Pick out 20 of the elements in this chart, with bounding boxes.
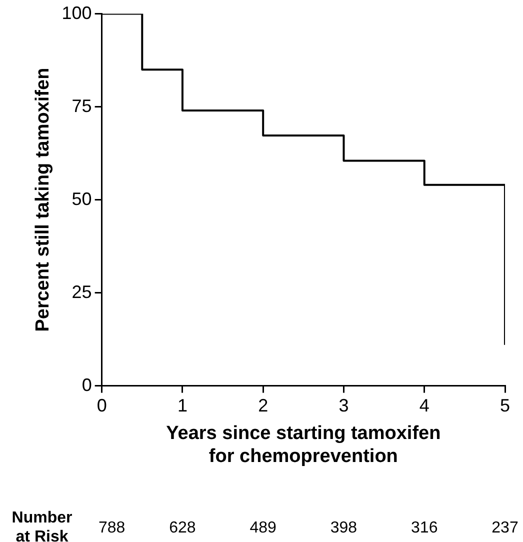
text: 489 bbox=[250, 519, 277, 536]
x-tick-label: 5 bbox=[500, 396, 510, 416]
y-tick-label: 100 bbox=[62, 2, 92, 23]
y-tick-label: 50 bbox=[72, 188, 92, 209]
x-tick-label: 1 bbox=[177, 396, 188, 416]
x-tick-label: 0 bbox=[96, 396, 107, 416]
text: 398 bbox=[330, 519, 358, 536]
x-tick-label: 3 bbox=[338, 396, 349, 416]
y-tick-label: 0 bbox=[82, 374, 92, 395]
x-tick-label: 2 bbox=[258, 396, 268, 416]
y-axis-title: Percent still taking tamoxifen bbox=[32, 68, 54, 332]
text: 628 bbox=[169, 519, 196, 536]
y-tick-label: 25 bbox=[72, 282, 92, 302]
text: 316 bbox=[411, 519, 438, 536]
text: 237 bbox=[492, 519, 518, 536]
text: 788 bbox=[98, 519, 126, 536]
x-axis-title: Years since starting tamoxifen for chemoprevention bbox=[166, 423, 441, 467]
x-tick-label: 4 bbox=[419, 396, 430, 416]
text: Number at Risk bbox=[12, 509, 72, 542]
y-tick-label: 75 bbox=[72, 96, 92, 116]
